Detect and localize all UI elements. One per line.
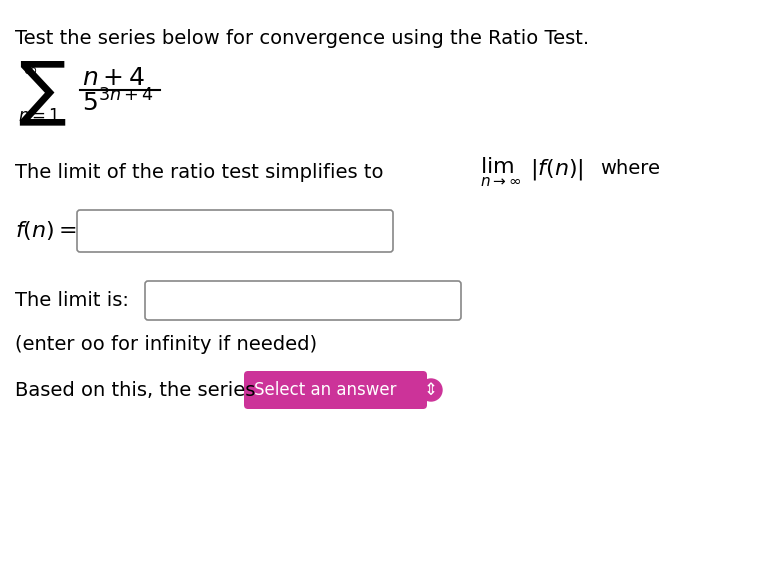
Text: The limit is:: The limit is: — [15, 292, 129, 311]
Text: $\sum$: $\sum$ — [18, 60, 66, 128]
Text: $f(n)=$: $f(n)=$ — [15, 220, 77, 243]
Text: $n \rightarrow \infty$: $n \rightarrow \infty$ — [480, 173, 521, 189]
Circle shape — [420, 379, 442, 401]
Text: $n+4$: $n+4$ — [82, 66, 145, 90]
Text: Based on this, the series: Based on this, the series — [15, 380, 255, 399]
Text: $n=1$: $n=1$ — [18, 107, 60, 125]
FancyBboxPatch shape — [77, 210, 393, 252]
Text: $|f(n)|$: $|f(n)|$ — [530, 157, 583, 181]
Text: The limit of the ratio test simplifies to: The limit of the ratio test simplifies t… — [15, 162, 384, 181]
Text: Select an answer: Select an answer — [254, 381, 397, 399]
Text: ⇕: ⇕ — [424, 381, 438, 399]
FancyBboxPatch shape — [244, 371, 427, 409]
Text: where: where — [600, 160, 660, 178]
Text: $\lim$: $\lim$ — [480, 157, 514, 177]
Text: $\infty$: $\infty$ — [22, 61, 37, 79]
Text: Test the series below for convergence using the Ratio Test.: Test the series below for convergence us… — [15, 29, 589, 48]
Text: $5^{3n+4}$: $5^{3n+4}$ — [82, 89, 154, 117]
FancyBboxPatch shape — [145, 281, 461, 320]
Text: (enter oo for infinity if needed): (enter oo for infinity if needed) — [15, 335, 317, 353]
